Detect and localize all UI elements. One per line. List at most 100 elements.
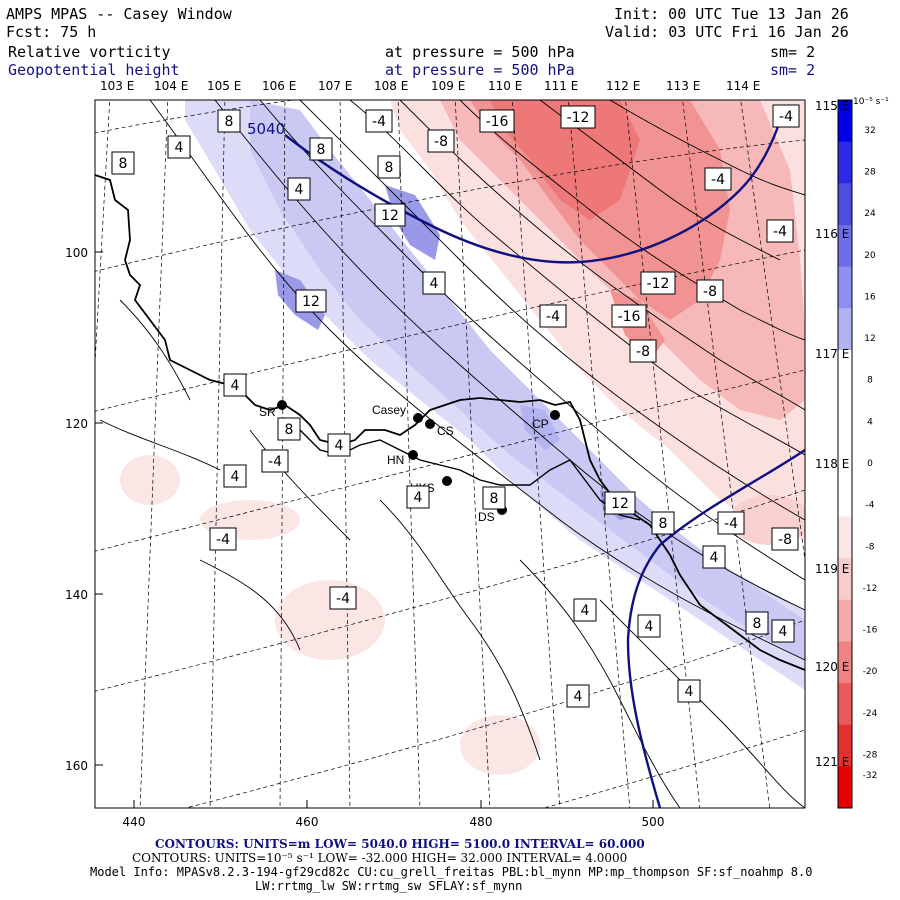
contour-label: 8: [745, 611, 769, 635]
svg-text:12: 12: [381, 208, 399, 224]
contour-label: 4: [422, 271, 446, 295]
svg-text:4: 4: [335, 438, 344, 454]
contour-label: -12: [640, 271, 676, 295]
svg-text:-4: -4: [546, 309, 560, 325]
negative-vorticity-patch-1: [120, 455, 180, 505]
colorbar-tick-label: -16: [863, 626, 878, 636]
lon-label: 116 E: [815, 227, 849, 241]
field2-name: Geopotential height: [8, 61, 180, 79]
contour-label: -8: [771, 527, 799, 551]
lon-label: 106 E: [262, 79, 296, 93]
colorbar-tick-label: 12: [864, 334, 875, 344]
contour-label: 4: [223, 464, 247, 488]
svg-text:4: 4: [414, 490, 423, 506]
colorbar-swatch: [838, 224, 852, 268]
svg-text:-12: -12: [567, 110, 590, 126]
negative-vorticity-patch-2: [275, 580, 385, 660]
station-marker-sr[interactable]: [277, 400, 287, 410]
contour-label: -8: [696, 279, 724, 303]
svg-text:4: 4: [710, 550, 719, 566]
x-tick-label: 460: [296, 815, 319, 829]
plot-frame: [94, 99, 806, 809]
contour-label: 12: [295, 289, 327, 313]
vorticity-contours: [99, 100, 805, 808]
contour-label: -16: [611, 304, 647, 328]
contour-label: -8: [629, 339, 657, 363]
colorbar-tick-label: -4: [866, 501, 875, 511]
positive-vorticity-core-4: [520, 405, 560, 450]
contour-label: -4: [539, 304, 567, 328]
station-marker-hn[interactable]: [408, 450, 418, 460]
contour-label: 8: [377, 155, 401, 179]
svg-text:12: 12: [302, 294, 320, 310]
colorbar-tick-label: -8: [866, 542, 875, 552]
colorbar-tick-label: 8: [867, 376, 873, 386]
longitude-labels-top: 103 E 104 E 105 E 106 E 107 E 108 E 109 …: [100, 79, 760, 93]
init-time: Init: 00 UTC Tue 13 Jan 26: [614, 5, 849, 23]
field1-name: Relative vorticity: [8, 43, 171, 61]
colorbar-swatch: [838, 141, 852, 184]
contour-label: 4: [566, 684, 590, 708]
contour-label: -4: [261, 449, 289, 473]
station-marker-cp[interactable]: [550, 410, 560, 420]
svg-text:4: 4: [175, 140, 184, 156]
station-marker-hks[interactable]: [442, 476, 452, 486]
x-axis-labels: 440 460 480 500: [123, 815, 665, 829]
field1-smoothing: sm= 2: [770, 43, 816, 61]
contour-label: -4: [209, 527, 237, 551]
colorbar-swatch: [838, 558, 852, 601]
contour-label: 12: [604, 491, 636, 515]
colorbar-swatch: [838, 516, 852, 559]
contour-label: 4: [677, 679, 701, 703]
station-label-cp: CP: [532, 417, 549, 431]
colorbar-tick-label: -28: [863, 751, 878, 761]
svg-text:8: 8: [659, 516, 668, 532]
height-contour-5100: [626, 449, 805, 808]
forecast-hour: Fcst: 75 h: [6, 23, 97, 41]
svg-text:8: 8: [317, 142, 326, 158]
plot-title: AMPS MPAS -- Casey Window: [6, 5, 232, 23]
lon-label: 107 E: [318, 79, 352, 93]
contour-label: -8: [427, 129, 455, 153]
contour-label: 8: [111, 151, 135, 175]
contour-label: -12: [560, 105, 596, 129]
latlon-grid: [95, 100, 805, 808]
contour-label: 4: [287, 177, 311, 201]
colorbar-tick-label: 0: [867, 459, 873, 469]
svg-text:4: 4: [430, 276, 439, 292]
svg-text:-16: -16: [486, 114, 509, 130]
svg-text:4: 4: [581, 603, 590, 619]
colorbar: [837, 99, 853, 809]
contour-label: 12: [374, 203, 406, 227]
contour-label: -4: [717, 511, 745, 535]
svg-text:4: 4: [295, 182, 304, 198]
colorbar-swatch: [838, 266, 852, 309]
coastline: [95, 174, 805, 671]
lon-label: 117 E: [815, 347, 849, 361]
colorbar-swatch: [838, 391, 852, 434]
field2-level: at pressure = 500 hPa: [385, 61, 575, 79]
contour-label: 8: [482, 486, 506, 510]
svg-text:4: 4: [685, 684, 694, 700]
longitude-labels-right: 115 E 116 E 117 E 118 E 119 E 120 E 121 …: [815, 99, 849, 769]
y-tick-label: 100: [65, 246, 88, 260]
contour-label: 4: [167, 135, 191, 159]
lon-label: 112 E: [606, 79, 640, 93]
negative-vorticity-labels: -16 -12 -4 -8 -4 -4 -12 -8 -16 -8 -4 -4 …: [209, 104, 800, 610]
svg-text:-16: -16: [618, 309, 641, 325]
colorbar-swatch: [838, 183, 852, 226]
x-tick-label: 500: [642, 815, 665, 829]
svg-text:8: 8: [490, 491, 499, 507]
colorbar-tick-labels: 32 28 24 20 16 12 8 4 0 -4 -8 -12 -16 -20 -24 -28 -32: [863, 126, 878, 781]
lon-label: 108 E: [374, 79, 408, 93]
colorbar-tick-label: 4: [867, 417, 873, 427]
colorbar-tick-label: 16: [864, 292, 876, 302]
map-field-layer: SR Casey CS HN HKS CP DS 5040 -16 -12 -4…: [95, 100, 805, 808]
contour-label: -4: [365, 109, 393, 133]
lon-label: 114 E: [726, 79, 760, 93]
colorbar-swatch: [838, 766, 852, 809]
axis-ticks: [95, 251, 654, 808]
station-marker-cs[interactable]: [425, 419, 435, 429]
station-marker-casey[interactable]: [413, 413, 423, 423]
colorbar-tick-label: -32: [863, 771, 878, 781]
